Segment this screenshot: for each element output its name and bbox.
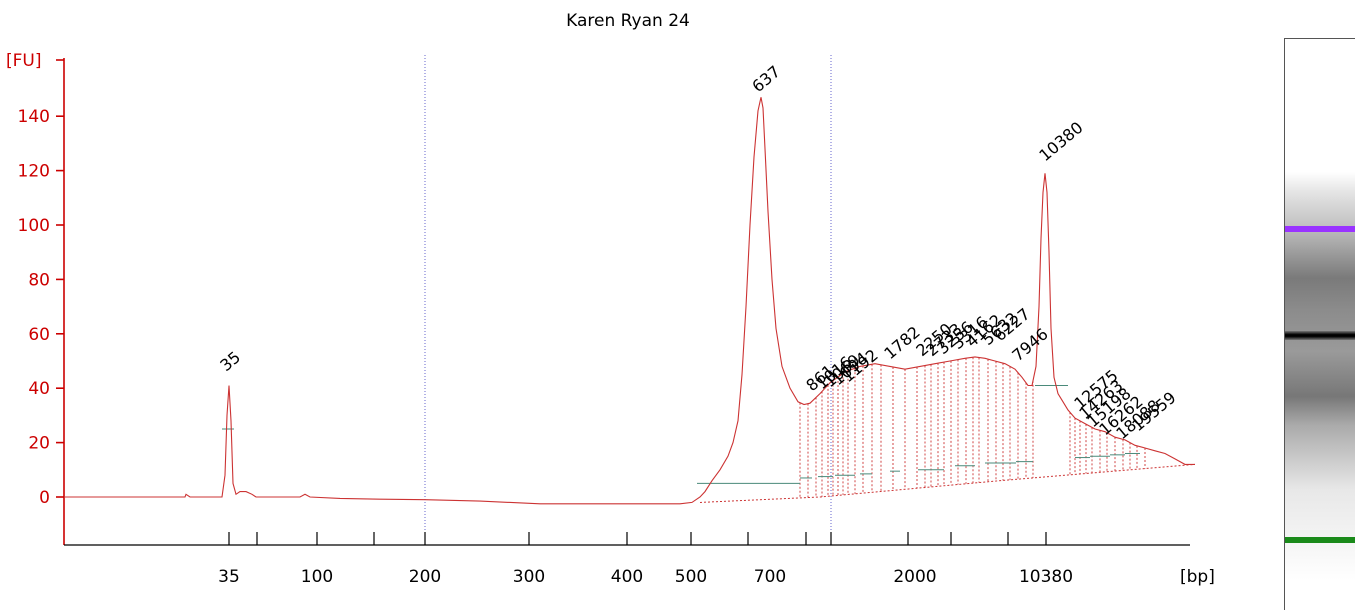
upper-marker-band xyxy=(1285,226,1355,232)
y-axis-label: [FU] xyxy=(6,51,42,71)
main-peak-label: 637 xyxy=(748,62,784,96)
x-tick-label: 300 xyxy=(513,567,545,587)
lower-marker-label: 35 xyxy=(216,347,244,375)
x-axis: 35 100 200 300 400 500 700 2000 10380 [bp] xyxy=(64,532,1215,587)
upper-marker-label: 10380 xyxy=(1035,118,1086,165)
x-tick-label: 400 xyxy=(611,567,643,587)
x-tick-label: 500 xyxy=(675,567,707,587)
y-tick-label: 140 xyxy=(18,107,50,127)
y-tick-label: 60 xyxy=(28,325,50,345)
x-tick-label: 100 xyxy=(301,567,333,587)
y-tick-label: 120 xyxy=(18,162,50,182)
electropherogram-trace xyxy=(64,97,1195,505)
x-axis-label: [bp] xyxy=(1180,567,1215,587)
chart-title: Karen Ryan 24 xyxy=(566,11,690,31)
smear-dotted-baseline xyxy=(699,463,1196,503)
lower-marker-band xyxy=(1285,537,1355,543)
electropherogram: Karen Ryan 24 [FU] 0 20 40 60 80 100 120 140 35… xyxy=(6,11,1215,587)
y-tick-label: 40 xyxy=(28,379,50,399)
peak-baselines xyxy=(222,384,1140,484)
y-tick-label: 20 xyxy=(28,434,50,454)
x-tick-label: 2000 xyxy=(893,567,936,587)
gel-lane xyxy=(1284,38,1355,610)
y-tick-label: 0 xyxy=(39,488,50,508)
x-tick-label: 700 xyxy=(754,567,786,587)
y-axis: [FU] 0 20 40 60 80 100 120 140 xyxy=(6,51,65,545)
gel-smear xyxy=(1285,172,1355,580)
x-tick-label: 200 xyxy=(409,567,441,587)
x-tick-label: 10380 xyxy=(1019,567,1073,587)
y-tick-label: 100 xyxy=(18,216,50,236)
x-tick-label: 35 xyxy=(218,567,240,587)
y-tick-label: 80 xyxy=(28,270,50,290)
vertical-guides xyxy=(424,55,832,542)
main-sample-band xyxy=(1285,331,1355,340)
